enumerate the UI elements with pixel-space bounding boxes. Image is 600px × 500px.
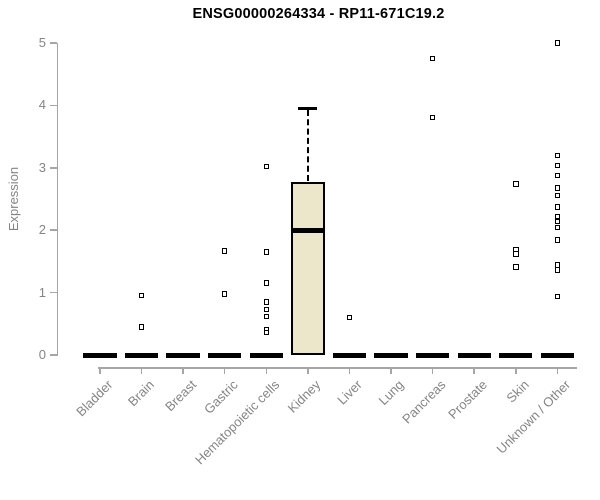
boxplot-box [291, 182, 325, 355]
x-tick [556, 367, 559, 374]
outlier-point [263, 306, 270, 313]
x-tick [515, 367, 517, 374]
boxplot-bar-zero [249, 352, 283, 358]
y-tick-label: 2 [38, 222, 46, 238]
x-tick-label: Breast [161, 377, 199, 415]
x-tick-label: Gastric [200, 377, 241, 417]
x-tick [182, 367, 184, 374]
outlier-point [554, 293, 561, 300]
outlier-point [554, 237, 561, 243]
y-tick [49, 104, 57, 107]
outlier-point [263, 313, 270, 320]
boxplot-median [291, 227, 325, 233]
outlier-point [263, 249, 270, 255]
x-tick-label: Liver [334, 377, 366, 408]
x-tick-label: Unknown / Other [493, 377, 573, 457]
y-axis-line [56, 43, 58, 356]
x-tick-label: Skin [502, 377, 532, 406]
x-tick-label: Brain [125, 377, 158, 410]
outlier-point [554, 267, 561, 273]
y-tick-label: 0 [38, 347, 46, 362]
x-tick-label: Bladder [73, 377, 116, 420]
outlier-point [554, 192, 561, 198]
x-tick [140, 367, 143, 374]
outlier-point [554, 40, 561, 46]
outlier-point [138, 292, 145, 299]
x-tick [390, 367, 392, 374]
x-tick [348, 367, 351, 374]
boxplot-bar-zero [540, 352, 575, 358]
x-tick [431, 367, 434, 374]
boxplot-bar-zero [208, 352, 242, 358]
outlier-point [554, 162, 561, 169]
boxplot-bar-zero [166, 352, 200, 358]
outlier-point [138, 324, 145, 330]
x-tick-label: Lung [375, 377, 407, 409]
y-tick [49, 42, 57, 44]
x-tick-label: Prostate [444, 377, 490, 422]
boxplot-bar-zero [374, 352, 408, 358]
x-tick-label: Pancreas [398, 377, 449, 427]
boxplot-bar-zero [457, 352, 491, 358]
outlier-point [513, 181, 519, 187]
outlier-point [513, 251, 519, 257]
x-axis-line [98, 367, 577, 369]
y-tick [49, 167, 57, 169]
outlier-point [346, 314, 353, 321]
boxplot-bar-zero [83, 352, 117, 358]
y-tick-label: 1 [38, 284, 46, 300]
boxplot-whisker-cap [298, 107, 318, 110]
boxplot-bar-zero [499, 352, 533, 358]
x-tick [473, 367, 475, 374]
outlier-point [554, 218, 561, 225]
outlier-point [221, 248, 228, 254]
y-tick-label: 3 [38, 159, 46, 175]
x-tick [99, 367, 101, 374]
outlier-point [263, 329, 270, 336]
outlier-point [263, 280, 270, 286]
outlier-point [554, 204, 561, 210]
outlier-point [554, 152, 561, 159]
boxplot-bar-zero [332, 352, 367, 358]
outlier-point [263, 299, 270, 305]
y-tick-label: 4 [38, 97, 46, 113]
outlier-point [221, 291, 228, 297]
y-tick [49, 354, 57, 356]
y-tick [49, 291, 57, 294]
y-axis-label: Expression [6, 166, 21, 232]
outlier-point [513, 264, 519, 270]
y-tick-label: 5 [38, 35, 46, 50]
x-tick [223, 367, 226, 374]
x-tick-label: Kidney [284, 377, 324, 416]
x-tick [307, 367, 309, 374]
boxplot-bar-zero [415, 352, 450, 358]
outlier-point [263, 163, 270, 170]
chart-title: ENSG00000264334 - RP11-671C19.2 [192, 6, 445, 22]
outlier-point [554, 185, 561, 191]
outlier-point [429, 114, 436, 120]
y-tick [49, 229, 57, 231]
boxplot-whisker [306, 110, 309, 181]
outlier-point [554, 224, 561, 231]
boxplot-bar-zero [124, 352, 159, 358]
outlier-point [429, 55, 436, 62]
x-tick [265, 367, 268, 374]
outlier-point [554, 172, 561, 179]
